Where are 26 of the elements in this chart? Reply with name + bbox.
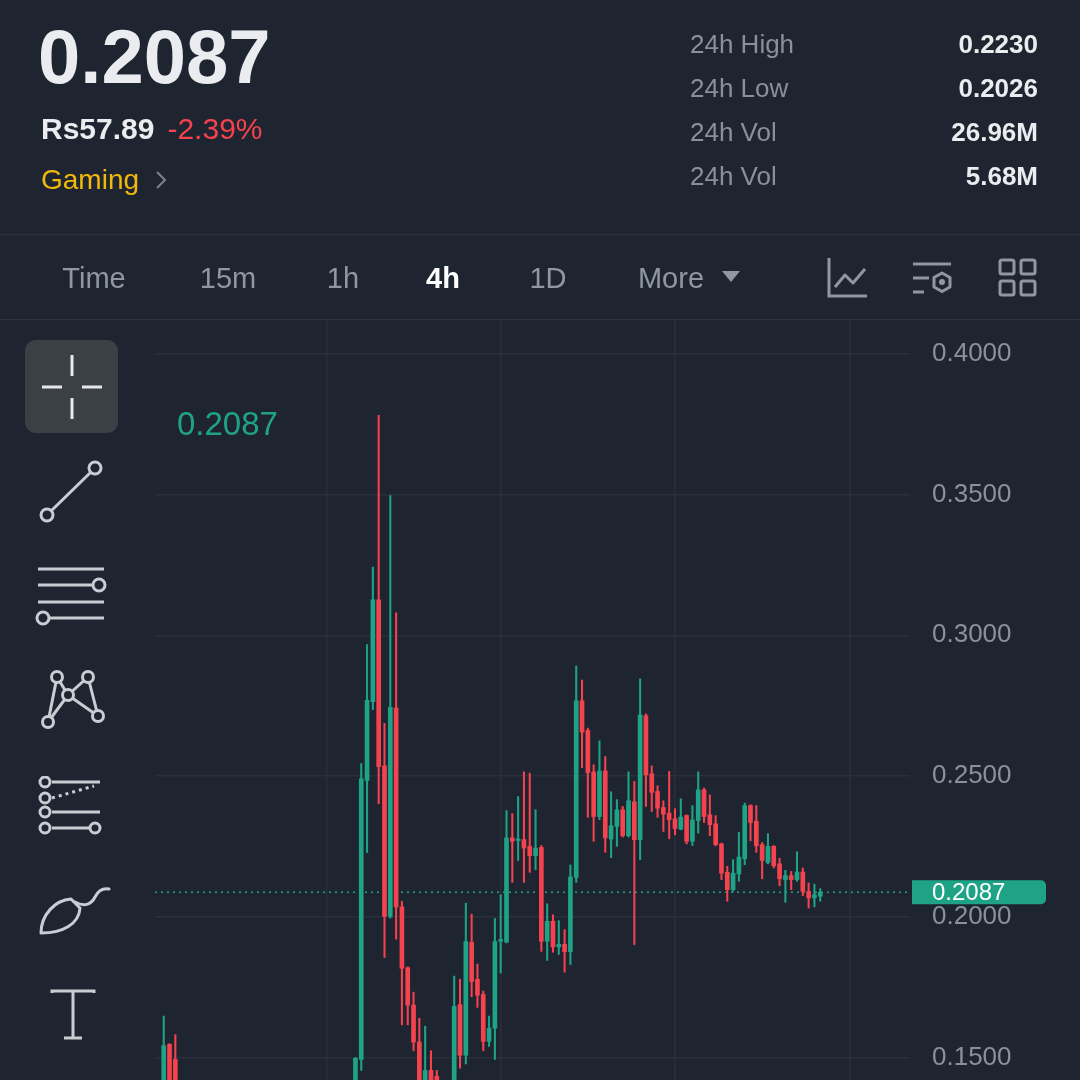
text: 26.96M xyxy=(951,116,1038,149)
text: 24h Vol xyxy=(690,116,778,149)
candlestick xyxy=(556,920,562,955)
text: Rs57.89 xyxy=(41,111,155,147)
text: 15m xyxy=(199,261,257,296)
text: -2.39% xyxy=(167,111,263,147)
y-tick-label: 0.4000 xyxy=(932,336,1012,367)
y-tick-label: 0.2500 xyxy=(932,759,1012,790)
candlestick xyxy=(509,813,515,883)
text: More xyxy=(637,261,705,296)
text: 0.2087 xyxy=(38,14,271,100)
text: 0.2087 xyxy=(177,404,278,444)
text: 24h High xyxy=(690,28,796,61)
text: Time xyxy=(62,261,126,296)
text: 4h xyxy=(426,261,460,296)
y-tick-label: 0.3000 xyxy=(932,618,1012,649)
text: 0.2230 xyxy=(958,28,1038,61)
text: 1h xyxy=(326,261,360,296)
text: 24h Vol xyxy=(690,160,778,193)
text: 24h Low xyxy=(690,72,790,105)
text: 1D xyxy=(529,261,567,296)
text: 0.2026 xyxy=(958,72,1038,105)
text: Gaming xyxy=(41,163,140,197)
y-tick-label: 0.1500 xyxy=(932,1040,1012,1071)
text: 5.68M xyxy=(965,160,1038,193)
y-tick-label: 0.3500 xyxy=(932,477,1012,508)
